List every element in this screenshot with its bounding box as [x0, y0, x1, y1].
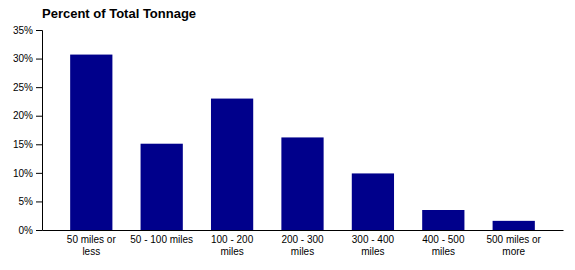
y-tick-mark	[36, 87, 42, 88]
y-tick: 5%	[19, 196, 42, 207]
plot: 0%5%10%15%20%25%30%35%50 miles orless50 …	[13, 25, 564, 257]
y-tick: 0%	[19, 225, 42, 236]
x-axis: 50 miles orless 50 - 100 miles 100 - 200mi…	[43, 231, 564, 257]
x-tick-label: 200 - 300miles	[281, 234, 324, 257]
y-tick: 20%	[13, 110, 42, 121]
y-tick-label: 25%	[13, 82, 33, 93]
x-tick: 200 - 300miles	[281, 234, 324, 257]
x-tick: 50 - 100 miles	[130, 234, 193, 245]
y-axis: 0% 5% 10% 15% 20% 25% 30% 35%	[13, 25, 43, 236]
title: Percent of Total Tonnage	[42, 6, 196, 21]
y-tick-mark	[36, 173, 42, 174]
y-axis-line	[36, 31, 43, 231]
x-tick-label: 50 miles orless	[67, 234, 117, 257]
y-tick-label: 5%	[19, 196, 34, 207]
y-tick-label: 35%	[13, 25, 33, 36]
y-tick-label: 30%	[13, 53, 33, 64]
bar	[211, 99, 253, 230]
chart: 0%5%10%15%20%25%30%35%50 miles orless50 …	[0, 0, 575, 270]
x-tick: 300 - 400miles	[352, 234, 395, 257]
bar	[70, 55, 112, 230]
bar	[422, 210, 464, 230]
x-tick: 50 miles orless	[67, 234, 117, 257]
x-tick: 100 - 200miles	[211, 234, 254, 257]
y-tick-label: 20%	[13, 110, 33, 121]
y-tick-mark	[36, 59, 42, 60]
x-tick-label: 300 - 400miles	[352, 234, 395, 257]
y-tick-label: 0%	[19, 225, 34, 236]
y-tick-label: 15%	[13, 139, 33, 150]
bar	[281, 137, 323, 230]
x-axis-line	[43, 230, 564, 231]
bar	[493, 221, 535, 230]
x-tick-label: 100 - 200miles	[211, 234, 254, 257]
y-tick-mark	[36, 116, 42, 117]
bar	[141, 144, 183, 230]
y-tick: 15%	[13, 139, 42, 150]
y-tick: 25%	[13, 82, 42, 93]
x-tick-label: 50 - 100 miles	[130, 234, 193, 245]
y-tick: 10%	[13, 168, 42, 179]
x-tick-label: 500 miles ormore	[486, 234, 541, 257]
y-tick: 30%	[13, 53, 42, 64]
y-tick-mark	[36, 230, 42, 231]
x-tick: 400 - 500miles	[422, 234, 465, 257]
y-tick: 35%	[13, 25, 42, 36]
bar	[352, 173, 394, 230]
x-tick-label: 400 - 500miles	[422, 234, 465, 257]
bars	[70, 55, 535, 230]
y-tick-mark	[36, 30, 42, 31]
y-tick-label: 10%	[13, 168, 33, 179]
y-tick-mark	[36, 144, 42, 145]
x-tick: 500 miles ormore	[486, 234, 541, 257]
y-tick-mark	[36, 201, 42, 202]
